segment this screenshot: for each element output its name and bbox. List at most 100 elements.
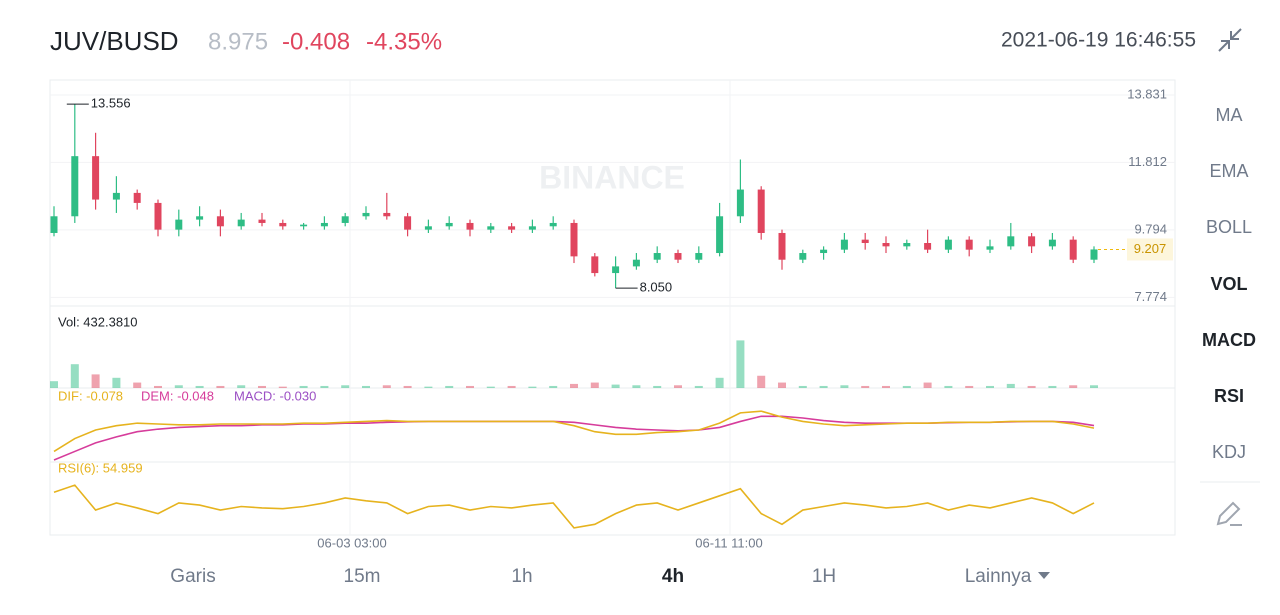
volume-bar	[320, 385, 329, 388]
volume-bar	[986, 385, 994, 388]
volume-bar	[715, 377, 724, 388]
menu-item[interactable]: VOL	[1210, 274, 1247, 294]
dropdown-arrow	[1038, 572, 1050, 579]
menu-item[interactable]: RSI	[1214, 386, 1244, 406]
menu-item[interactable]: BOLL	[1206, 217, 1252, 237]
volume-bar	[736, 340, 745, 388]
candle-body	[508, 226, 516, 230]
candle-body	[50, 216, 58, 233]
tab[interactable]: 1H	[812, 566, 836, 587]
collapse-icon[interactable]	[1218, 28, 1242, 52]
candle-body	[112, 192, 120, 200]
candle-body	[986, 246, 994, 250]
candle-body	[1048, 239, 1056, 247]
candle-body	[570, 222, 578, 257]
candle-body	[1069, 239, 1077, 260]
volume-bar	[50, 381, 58, 388]
volume-bar	[278, 386, 287, 388]
candle-body	[279, 222, 287, 227]
volume-bar	[1048, 385, 1057, 388]
tab[interactable]: Garis	[170, 566, 215, 587]
volume-bar	[403, 385, 412, 388]
tab[interactable]: 15m	[344, 566, 381, 587]
candle-body	[799, 253, 807, 260]
volume-bar	[133, 382, 142, 388]
candle-body	[695, 253, 703, 260]
volume-bar	[174, 385, 183, 388]
volume-bar	[91, 374, 100, 388]
candle-body	[674, 253, 682, 260]
candle-body	[716, 216, 724, 254]
candle-body	[1028, 236, 1036, 247]
volume-bar	[466, 385, 474, 388]
menu-item[interactable]: MACD	[1202, 330, 1256, 350]
candle-body	[133, 192, 141, 203]
tab[interactable]: 1h	[511, 566, 532, 587]
dif-line	[53, 410, 1095, 453]
candle-body	[965, 239, 973, 250]
y-tick-label: 13.831	[1127, 86, 1167, 101]
high-label: 13.556	[91, 96, 131, 111]
candle-body	[300, 224, 308, 227]
candle-body	[362, 212, 370, 217]
candle-body	[404, 216, 412, 230]
candle-body	[903, 243, 911, 247]
last-price-box	[1127, 238, 1173, 261]
y-tick-label: 9.794	[1134, 221, 1167, 236]
volume-bar	[445, 385, 454, 388]
menu-item[interactable]: EMA	[1209, 161, 1248, 181]
volume-bar	[882, 385, 890, 388]
candle-body	[924, 243, 932, 250]
menu-item[interactable]: KDJ	[1212, 442, 1246, 462]
volume-bar	[362, 385, 370, 388]
dem-label: DEM: -0.048	[141, 388, 214, 403]
candle-body	[1007, 236, 1015, 247]
volume-bar	[570, 383, 578, 388]
candle-body	[320, 222, 328, 227]
low-label: 8.050	[640, 280, 673, 295]
volume-bar	[195, 385, 204, 388]
candle-body	[154, 202, 162, 230]
rsi-line	[53, 484, 1095, 529]
volume-bar	[341, 385, 350, 388]
dif-label: DIF: -0.078	[58, 388, 123, 403]
candle-body	[736, 189, 744, 217]
candle-body	[487, 226, 495, 230]
volume-bar	[965, 385, 974, 388]
volume-bar	[1090, 385, 1098, 388]
tab[interactable]: Lainnya	[965, 566, 1032, 587]
volume-bar	[653, 385, 662, 388]
candle-body	[653, 253, 661, 260]
candle-body	[71, 156, 79, 217]
volume-bar	[902, 385, 911, 388]
volume-bar	[778, 382, 786, 388]
time-label: 06-03 03:00	[317, 535, 386, 550]
volume-bar	[70, 364, 79, 388]
rsi-label: RSI(6): 54.959	[58, 460, 143, 475]
volume-bar	[486, 386, 495, 388]
candle-body	[944, 239, 952, 250]
volume-bar	[923, 382, 932, 388]
candle-body	[237, 219, 245, 227]
tab[interactable]: 4h	[662, 566, 684, 587]
last-price: 8.975	[208, 28, 268, 55]
y-tick-label: 11.812	[1128, 154, 1167, 169]
candle-body	[882, 243, 890, 247]
volume-bar	[1006, 383, 1015, 388]
last-price-label: 9.207	[1134, 241, 1167, 256]
candle-body	[757, 189, 765, 233]
candle-body	[840, 239, 848, 250]
volume-bar	[549, 385, 558, 388]
volume-bar	[299, 385, 308, 388]
menu-item[interactable]: MA	[1216, 105, 1243, 125]
candle-body	[528, 226, 536, 230]
volume-bar	[216, 385, 225, 388]
volume-bar	[507, 385, 516, 388]
candle-body	[632, 259, 640, 267]
symbol: JUV/BUSD	[50, 26, 179, 56]
draw-tool-icon[interactable]	[1216, 501, 1242, 526]
volume-bar	[757, 375, 766, 388]
candle-body	[778, 232, 786, 260]
candle-body	[196, 216, 204, 220]
